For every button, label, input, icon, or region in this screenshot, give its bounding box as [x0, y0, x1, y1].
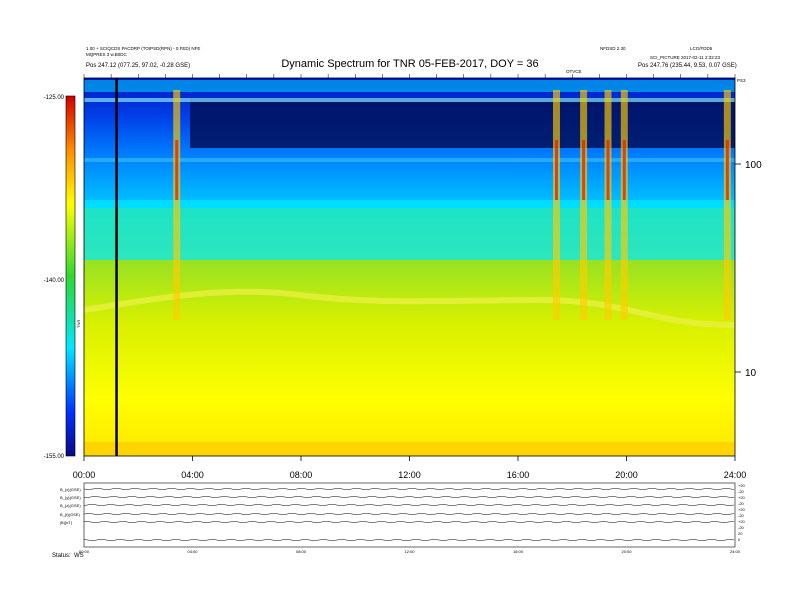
header-right-line1b: LCG/FDD5	[690, 46, 713, 51]
emission-event	[620, 90, 628, 320]
mag-left-label: B_{x}(GSE)	[60, 487, 81, 492]
emission-event-core	[582, 140, 586, 200]
header-info-line2: MQPRES 3 w.B0DC	[86, 52, 127, 57]
emission-event	[173, 90, 181, 320]
cyan-stripe	[84, 98, 735, 102]
mag-left-label: |B|(nT)	[60, 520, 73, 525]
mag-right-label: -20	[738, 489, 745, 494]
chart-title: Dynamic Spectrum for TNR 05-FEB-2017, DO…	[281, 58, 539, 70]
header-right-line2: SCI_PICTURE 2017-02-11 2:32:23	[650, 55, 720, 60]
mag-right-label: -20	[738, 501, 745, 506]
cyan-band	[84, 200, 735, 260]
mag-right-label: -20	[738, 513, 745, 518]
spectrogram-plot	[83, 77, 736, 457]
header-info-line3: Pos 247.12 (077.25, 97.02, -0.28 GSE)	[86, 63, 191, 69]
mag-trace	[83, 504, 735, 506]
mag-left-label: B_{y}(GSE)	[60, 495, 81, 500]
x-tick-label: 00:00	[73, 470, 96, 480]
mag-x-tick-label: 04:00	[187, 549, 198, 554]
mag-left-label: B_{z}(GSE)	[60, 503, 81, 508]
colorbar	[65, 95, 76, 457]
emission-event-core	[175, 140, 179, 200]
emission-event-core	[606, 140, 610, 200]
x-tick-label: 12:00	[398, 470, 421, 480]
y-tick-label: 100	[745, 160, 762, 171]
mag-trace	[83, 513, 735, 515]
x-tick-label: 04:00	[181, 470, 204, 480]
footer-status-label: Status:	[52, 553, 71, 559]
header-right-mark: PS3	[737, 78, 746, 83]
emission-event	[580, 90, 588, 320]
x-tick-label: 08:00	[290, 470, 313, 480]
mag-x-tick-label: 16:00	[513, 549, 524, 554]
header-info-line1: 1.00 + SCIQCDS PACDRP (TOIPSD(RPN) - 0.F…	[86, 46, 201, 51]
mag-right-label: +20	[738, 495, 746, 500]
colorbar-tick-label: -155.00	[44, 454, 65, 460]
emission-event-core	[622, 140, 626, 200]
mag-trace	[83, 488, 735, 490]
mag-right-label: +20	[738, 483, 746, 488]
header-right-line3: Pos 247.76 (235.44, 9.53, 0.07 GSE)	[638, 63, 737, 69]
emission-event	[552, 90, 560, 320]
header-right-line1: NFDSD 2.30	[600, 46, 626, 51]
panel-frame	[83, 482, 736, 548]
mag-right-label: +20	[738, 519, 746, 524]
x-tick-label: 16:00	[507, 470, 530, 480]
mag-x-tick-label: 00:00	[79, 549, 90, 554]
x-tick-label: 20:00	[615, 470, 638, 480]
mag-right-label: +20	[738, 507, 746, 512]
emission-event-core	[554, 140, 558, 200]
mag-right-label: 0	[738, 537, 741, 542]
header-mid-label: OTVCE	[566, 69, 582, 74]
emission-event	[723, 90, 731, 320]
colorbar-tick-label: -125.00	[44, 95, 65, 101]
mag-right-label: 20	[738, 531, 743, 536]
mag-left-label: B_{t}(GSE)	[60, 512, 80, 517]
emission-ridge	[83, 288, 736, 328]
bottom-glow	[84, 442, 735, 456]
mag-x-tick-label: 20:00	[621, 549, 632, 554]
colorbar-label: TNR	[76, 320, 81, 328]
emission-event-core	[725, 140, 729, 200]
magnetometer-panels: B_{x}(GSE) B_{y}(GSE) B_{z}(GSE) B_{t}(GSE)…	[60, 482, 746, 554]
emission-event	[604, 90, 612, 320]
footer-status-value: WS	[74, 553, 84, 559]
mag-x-tick-label: 12:00	[404, 549, 415, 554]
cyan-stripe-mid	[84, 158, 735, 162]
mag-right-label: -20	[738, 525, 745, 530]
mag-trace	[83, 496, 735, 498]
mag-x-tick-label: 24:00	[730, 549, 741, 554]
mag-trace	[83, 521, 735, 523]
mag-trace	[83, 539, 735, 541]
colorbar-tick-label: -140.00	[44, 278, 65, 284]
mag-x-tick-label: 08:00	[296, 549, 307, 554]
cyan-stripe-top	[84, 80, 735, 92]
y-tick-label: 10	[745, 368, 757, 379]
x-tick-label: 24:00	[724, 470, 747, 480]
dark-band	[190, 98, 735, 148]
